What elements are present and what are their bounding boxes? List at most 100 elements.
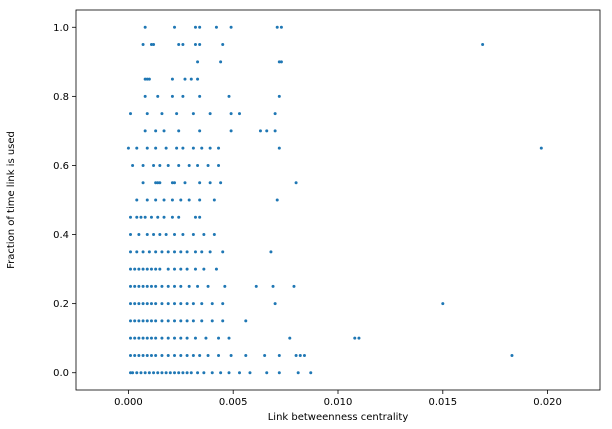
data-point [237, 371, 241, 375]
data-point [129, 319, 132, 323]
data-point [166, 250, 170, 254]
y-tick-label: 0.6 [53, 161, 69, 172]
data-point [309, 371, 313, 375]
x-tick-label: 0.005 [219, 397, 248, 408]
data-point [133, 267, 137, 271]
data-point [198, 25, 202, 29]
data-point [185, 250, 189, 254]
data-point [181, 146, 185, 150]
data-point [156, 371, 160, 375]
data-point [208, 146, 212, 150]
data-point [137, 302, 141, 306]
data-point [196, 60, 200, 64]
data-point [208, 181, 212, 185]
data-point [294, 181, 298, 185]
data-point [137, 233, 141, 237]
data-point [129, 112, 132, 116]
data-point [191, 302, 195, 306]
data-point [177, 215, 181, 219]
data-point [275, 198, 279, 202]
data-point [141, 250, 145, 254]
data-point [139, 215, 143, 219]
data-point [288, 336, 292, 340]
data-point [198, 94, 202, 98]
data-point [191, 146, 195, 150]
data-point [185, 353, 189, 357]
data-point [173, 353, 177, 357]
data-point [181, 233, 185, 237]
data-point [187, 163, 191, 167]
data-point [357, 336, 361, 340]
data-point [160, 302, 164, 306]
data-point [154, 129, 158, 133]
data-point [191, 353, 195, 357]
data-point [129, 233, 132, 237]
data-point [202, 371, 206, 375]
data-point [210, 319, 214, 323]
data-point [175, 146, 179, 150]
data-point [141, 181, 145, 185]
data-point [135, 215, 139, 219]
data-point [154, 284, 158, 288]
data-point [185, 336, 189, 340]
data-point [141, 353, 145, 357]
data-point [154, 181, 158, 185]
data-point [206, 353, 210, 357]
data-point [217, 146, 221, 150]
data-point [145, 198, 149, 202]
data-point [129, 353, 132, 357]
data-point [145, 267, 149, 271]
data-point [145, 319, 149, 323]
data-point [273, 302, 277, 306]
data-point [191, 319, 195, 323]
data-point [196, 371, 200, 375]
data-point [227, 371, 231, 375]
data-point [277, 146, 281, 150]
data-point [168, 371, 172, 375]
data-point [129, 302, 132, 306]
data-point [279, 60, 283, 64]
data-point [135, 146, 139, 150]
y-tick-label: 0.8 [53, 92, 69, 103]
data-point [217, 163, 221, 167]
data-point [137, 284, 141, 288]
data-point [145, 112, 149, 116]
data-point [191, 233, 195, 237]
data-point [164, 233, 168, 237]
data-point [193, 43, 197, 47]
data-point [296, 371, 300, 375]
data-point [149, 215, 153, 219]
data-point [214, 267, 218, 271]
data-point [510, 353, 514, 357]
data-point [166, 284, 170, 288]
data-point [254, 284, 258, 288]
data-point [198, 129, 202, 133]
data-point [196, 77, 200, 81]
data-point [135, 250, 139, 254]
data-point [219, 60, 223, 64]
data-point [135, 371, 139, 375]
data-point [160, 336, 164, 340]
data-point [139, 371, 143, 375]
data-point [208, 112, 212, 116]
data-point [141, 267, 145, 271]
data-point [227, 336, 231, 340]
data-point [166, 302, 170, 306]
data-point [258, 129, 262, 133]
data-point [162, 129, 166, 133]
data-point [204, 336, 208, 340]
data-point [269, 250, 273, 254]
data-point [141, 336, 145, 340]
data-point [191, 112, 195, 116]
data-point [179, 302, 183, 306]
data-point [196, 163, 200, 167]
data-point [133, 336, 137, 340]
data-point [162, 198, 166, 202]
data-point [154, 353, 158, 357]
data-point [193, 336, 197, 340]
data-point [181, 94, 185, 98]
data-point [154, 250, 158, 254]
data-point [179, 198, 183, 202]
